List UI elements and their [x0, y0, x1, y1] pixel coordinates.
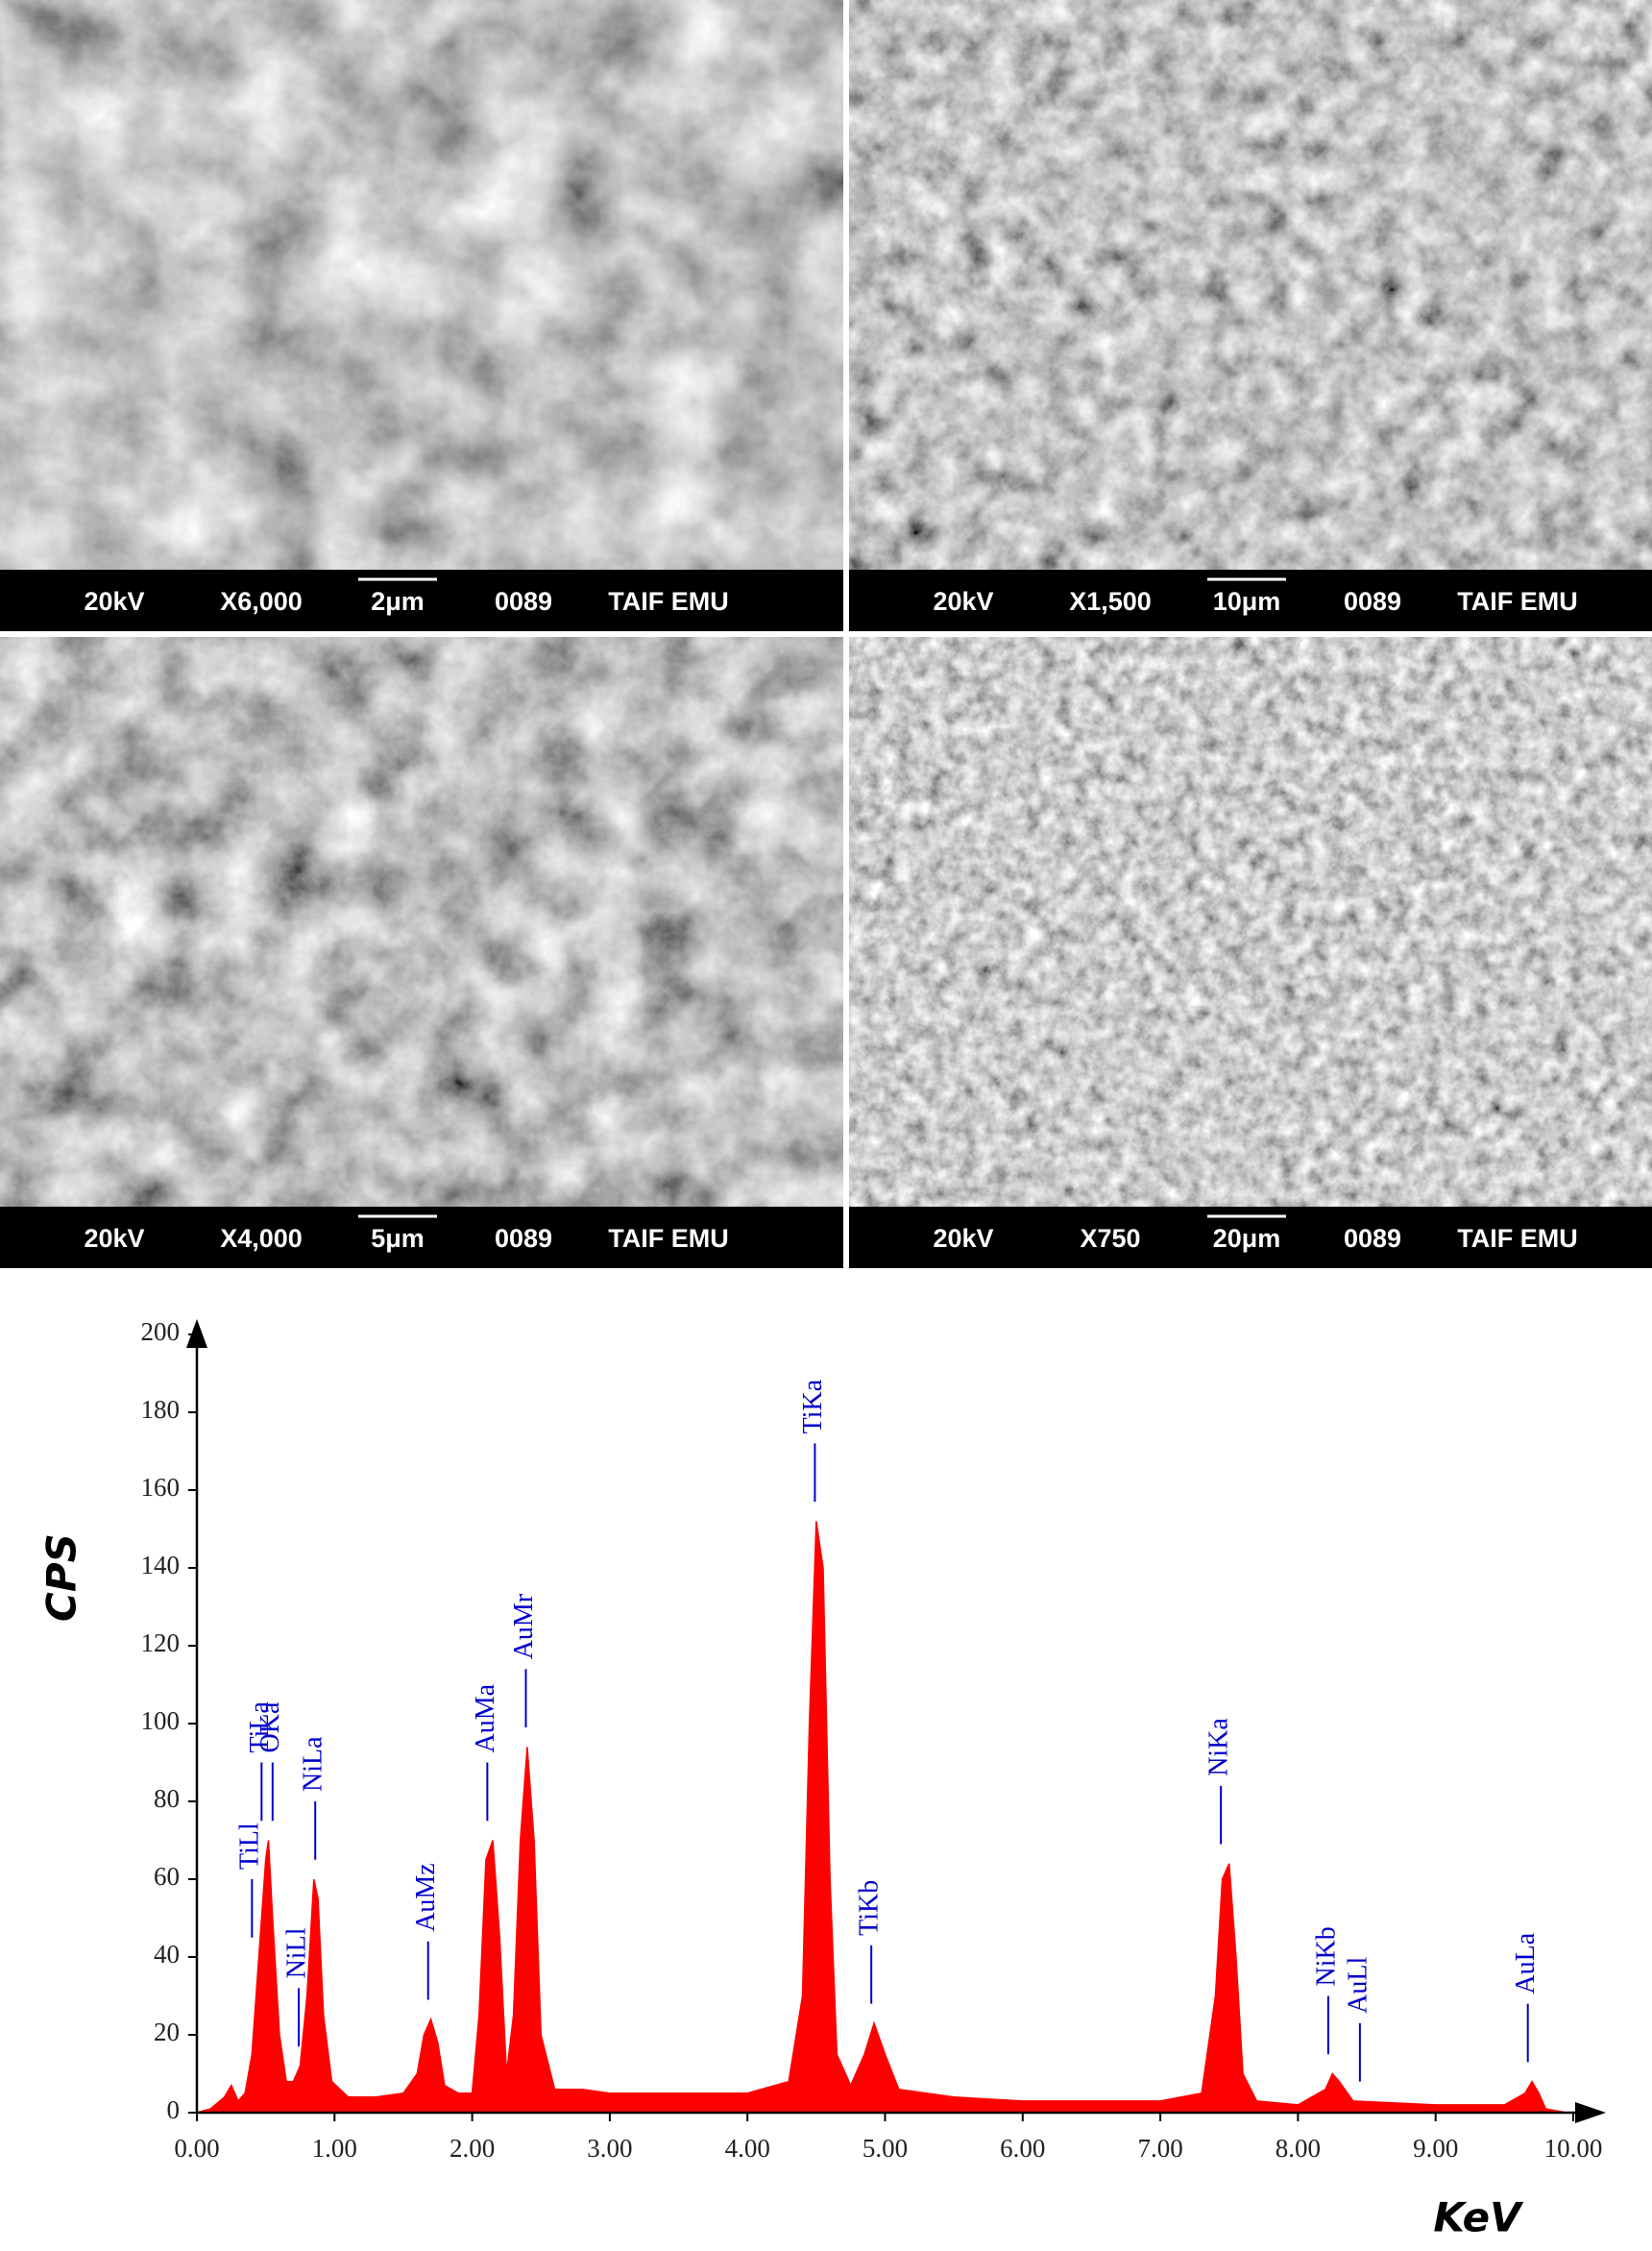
sem-image [849, 0, 1652, 570]
info-code: 0089 [495, 1224, 552, 1253]
y-tick-label: 120 [141, 1628, 181, 1657]
y-tick-label: 80 [154, 1784, 180, 1813]
peak-label: NiKb [1311, 1926, 1341, 1986]
y-tick-label: 20 [154, 2018, 180, 2046]
spectrum-area [196, 1521, 1567, 2114]
x-tick-label: 8.00 [1275, 2134, 1321, 2163]
x-tick-label: 5.00 [862, 2134, 908, 2163]
y-tick-label: 100 [141, 1706, 181, 1735]
y-tick-label: 60 [154, 1862, 180, 1891]
info-lab: TAIF EMU [608, 587, 728, 616]
y-tick-label: 160 [141, 1473, 181, 1502]
x-axis-title: KeV [1433, 2194, 1524, 2241]
x-tick-label: 10.00 [1544, 2134, 1603, 2163]
x-tick-label: 3.00 [587, 2134, 632, 2163]
x-tick-label: 4.00 [725, 2134, 770, 2163]
peak-label: OKa [255, 1701, 285, 1752]
x-tick-label: 2.00 [449, 2134, 495, 2163]
info-lab: TAIF EMU [1457, 587, 1577, 616]
y-axis-title: CPS [38, 1533, 85, 1622]
sem-image [0, 637, 843, 1207]
x-axis-arrow [1575, 2102, 1606, 2123]
x-tick-label: 0.00 [174, 2134, 219, 2163]
info-lab: TAIF EMU [608, 1224, 728, 1253]
info-code: 0089 [1344, 587, 1401, 616]
info-magnification: X4,000 [220, 1224, 303, 1253]
info-voltage: 20kV [933, 1224, 993, 1253]
peak-label: NiLl [281, 1927, 311, 1978]
sem-image [0, 0, 843, 570]
peak-label: AuLl [1343, 1957, 1373, 2014]
info-scale: 10μm [1213, 587, 1281, 616]
sem-image [849, 637, 1652, 1207]
peak-label: AuLa [1511, 1932, 1541, 1994]
peak-label: AuMa [471, 1683, 500, 1752]
info-magnification: X1,500 [1069, 587, 1152, 616]
y-tick-label: 0 [167, 2095, 181, 2124]
peak-label: TiKa [798, 1379, 828, 1433]
peak-label: AuMz [411, 1863, 441, 1932]
info-scale: 5μm [371, 1224, 425, 1253]
info-voltage: 20kV [84, 587, 144, 616]
info-magnification: X6,000 [220, 587, 303, 616]
peak-label: NiKa [1204, 1718, 1234, 1776]
info-code: 0089 [495, 587, 552, 616]
info-voltage: 20kV [84, 1224, 144, 1253]
info-scale: 20μm [1213, 1224, 1281, 1253]
info-voltage: 20kV [933, 587, 993, 616]
info-scale: 2μm [371, 587, 425, 616]
y-tick-label: 180 [141, 1395, 181, 1424]
x-tick-label: 9.00 [1413, 2134, 1458, 2163]
x-tick-label: 7.00 [1137, 2134, 1182, 2163]
x-tick-label: 6.00 [1000, 2134, 1045, 2163]
peak-label: NiLa [299, 1736, 328, 1792]
y-tick-label: 200 [141, 1317, 181, 1346]
peak-label: TiLl [235, 1823, 265, 1870]
info-lab: TAIF EMU [1457, 1224, 1577, 1253]
peak-label: AuMr [509, 1593, 539, 1659]
x-tick-label: 1.00 [312, 2134, 357, 2163]
peak-label: TiKb [855, 1880, 885, 1936]
y-tick-label: 140 [141, 1551, 181, 1579]
peak-label: TiLa [245, 1700, 275, 1752]
info-code: 0089 [1344, 1224, 1401, 1253]
info-magnification: X750 [1080, 1224, 1140, 1253]
y-tick-label: 40 [154, 1940, 180, 1969]
